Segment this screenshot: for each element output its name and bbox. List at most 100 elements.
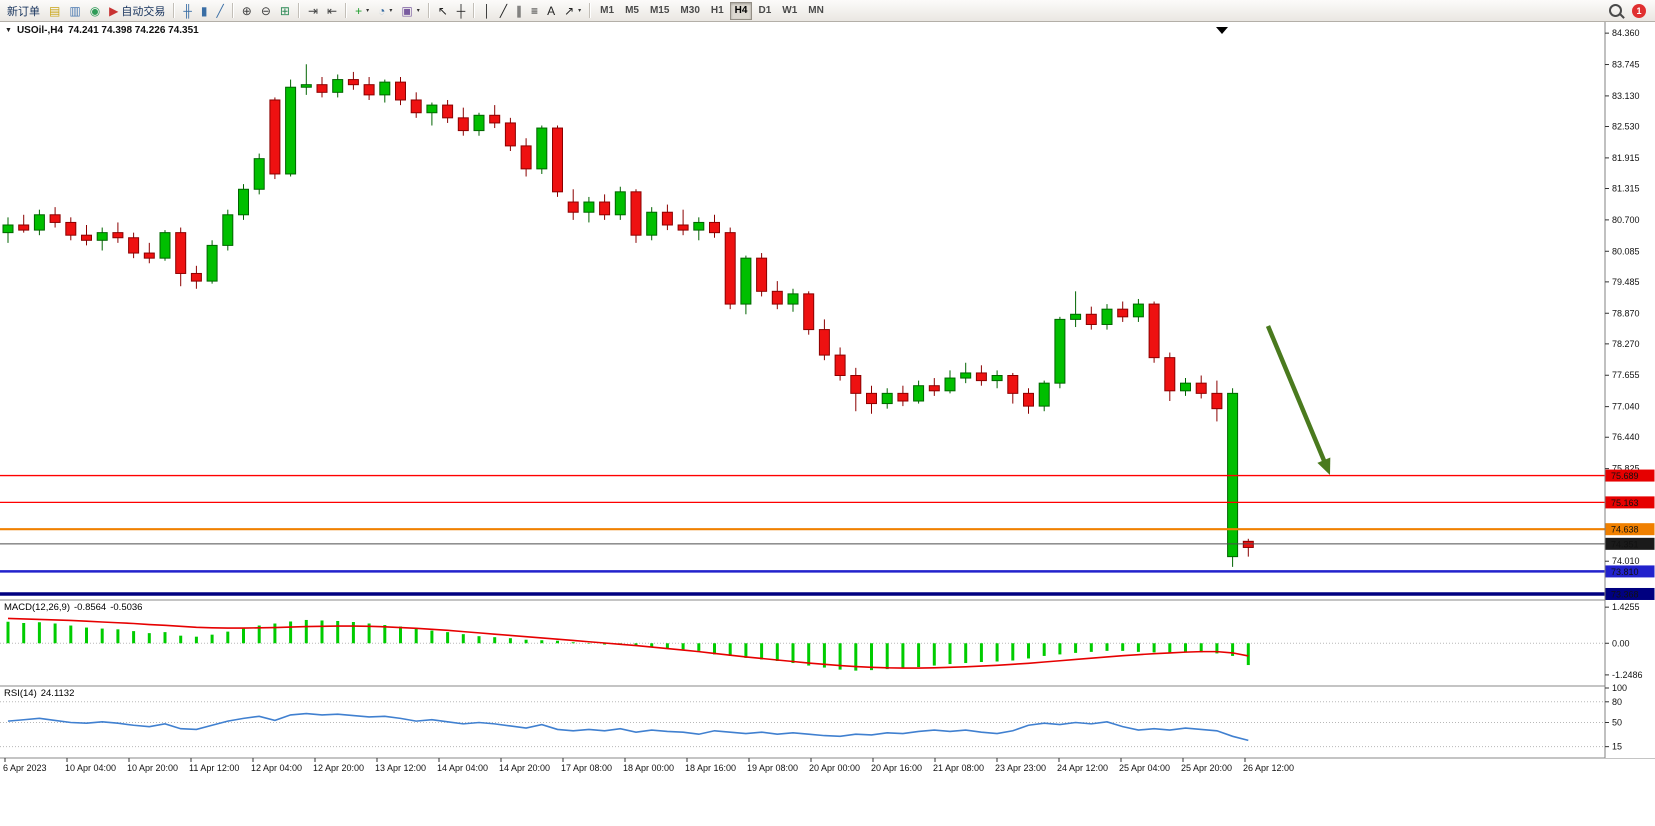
tf-mn-button[interactable]: MN — [803, 2, 829, 20]
bar-chart-icon-glyph: ╫ — [183, 3, 192, 18]
price-axis: 84.360 83.745 83.130 82.530 81.915 81.315 80.7… — [1604, 22, 1655, 758]
autotrading-button[interactable]: ▶ 自动交易 — [105, 2, 169, 20]
dropdown-caret-icon[interactable]: ▾ — [389, 8, 393, 14]
tf-m15-button[interactable]: M15 — [645, 2, 674, 20]
indicators-icon[interactable]: + ▾ — [351, 2, 373, 20]
toolbar: 新订单 ▤ ▥ ◉ ▶ 自动交易 ╫ ▮ ╱ ⊕ ⊖ ⊞ ⇥ ⇤ + ▾ ◔ ▾ ▣ ▾ ↖ ┼ │ ╱ ∥ ≡ A ↗ ▾ M1 M5 M1… — [0, 0, 1655, 22]
profiles-icon[interactable]: ▥ — [65, 2, 84, 20]
rsi-scale-label: 100 — [1612, 683, 1627, 693]
tile-windows-icon[interactable]: ⊞ — [276, 2, 294, 20]
price-tick-label: 78.870 — [1612, 308, 1640, 318]
time-axis-label: 21 Apr 08:00 — [933, 763, 984, 773]
zoom-out-icon-glyph: ⊖ — [260, 3, 271, 18]
tf-w1-button[interactable]: W1 — [777, 2, 802, 20]
cursor-icon[interactable]: ↖ — [434, 2, 452, 20]
symbol-ohlc-label: ▼ USOil-,H4 74.241 74.398 74.226 74.351 — [5, 25, 199, 36]
chart-window-icon[interactable]: ▤ — [45, 2, 64, 20]
tf-m30-button[interactable]: M30 — [675, 2, 704, 20]
arrows-icon-glyph: ↗ — [564, 3, 575, 18]
profiles-icon-glyph: ▥ — [69, 3, 81, 18]
scroll-to-end-marker[interactable] — [1216, 27, 1228, 34]
fibonacci-icon-glyph: ≡ — [531, 3, 539, 18]
tf-h4-button-label: H4 — [734, 5, 748, 16]
time-axis-label: 14 Apr 20:00 — [499, 763, 550, 773]
rsi-line — [7, 712, 1249, 742]
price-badge-label: 74.351 — [1611, 539, 1639, 549]
chart-shift-icon[interactable]: ⇤ — [323, 2, 341, 20]
chart-canvas[interactable]: 84.360 83.745 83.130 82.530 81.915 81.315 80.7… — [0, 22, 1655, 826]
price-badge — [1605, 523, 1655, 536]
price-badge-label: 73.368 — [1611, 589, 1639, 599]
price-tick-label: 84.360 — [1612, 28, 1640, 38]
time-axis-label: 12 Apr 20:00 — [313, 763, 364, 773]
candles-layer — [2, 64, 1254, 567]
crosshair-icon[interactable]: ┼ — [453, 2, 470, 20]
trend-arrow-head — [1317, 457, 1331, 475]
price-badge-label: 75.689 — [1611, 471, 1639, 481]
chart-window: 84.360 83.745 83.130 82.530 81.915 81.315 80.7… — [0, 22, 1655, 826]
time-axis-label: 18 Apr 16:00 — [685, 763, 736, 773]
zoom-out-icon[interactable]: ⊖ — [257, 2, 275, 20]
candlestick-icon[interactable]: ▮ — [197, 2, 212, 20]
fibonacci-icon[interactable]: ≡ — [527, 2, 542, 20]
notification-badge[interactable]: 1 — [1632, 3, 1646, 18]
zoom-in-icon-glyph: ⊕ — [241, 3, 252, 18]
price-badge — [1605, 587, 1655, 600]
trendline-icon[interactable]: ╱ — [496, 2, 511, 20]
price-tick-label: 74.010 — [1612, 556, 1640, 566]
candlestick-icon-glyph: ▮ — [200, 3, 208, 18]
arrows-icon[interactable]: ↗ ▾ — [560, 2, 585, 20]
tf-m5-button[interactable]: M5 — [620, 2, 644, 20]
toolbar-separator — [173, 3, 176, 18]
text-icon-glyph: A — [547, 3, 556, 18]
symbol-expand-icon[interactable]: ▼ — [5, 27, 12, 34]
macd-scale-label: 1.4255 — [1612, 602, 1640, 612]
dropdown-caret-icon[interactable]: ▾ — [578, 8, 582, 14]
trend-arrow-line[interactable] — [1265, 325, 1329, 467]
tf-m1-button[interactable]: M1 — [595, 2, 619, 20]
macd-value-signal: -0.5036 — [110, 602, 143, 613]
tile-windows-icon-glyph: ⊞ — [279, 3, 290, 18]
new-order-button[interactable]: 新订单 — [3, 2, 44, 20]
search-icon[interactable] — [1609, 4, 1622, 17]
toolbar-separator — [589, 3, 592, 18]
price-tick-label: 75.825 — [1612, 464, 1640, 474]
templates-icon-glyph: ▣ — [401, 3, 413, 18]
bar-chart-icon[interactable]: ╫ — [179, 2, 196, 20]
vertical-line-icon[interactable]: │ — [479, 2, 495, 20]
line-chart-icon[interactable]: ╱ — [213, 2, 228, 20]
macd-value-main: -0.8564 — [74, 602, 107, 613]
periods-icon[interactable]: ◔ ▾ — [374, 2, 396, 20]
toolbar-separator — [231, 3, 234, 18]
rsi-scale-label: 15 — [1612, 742, 1622, 752]
auto-scroll-icon[interactable]: ⇥ — [304, 2, 322, 20]
time-axis: 6 Apr 2023 10 Apr 04:00 10 Apr 20:00 11 Apr… — [3, 758, 1294, 773]
dropdown-caret-icon[interactable]: ▾ — [366, 8, 370, 14]
rsi-scale-label: 50 — [1612, 718, 1622, 728]
tf-h1-button[interactable]: H1 — [706, 2, 729, 20]
auto-scroll-icon-glyph: ⇥ — [307, 3, 319, 18]
time-axis-label: 18 Apr 00:00 — [623, 763, 674, 773]
price-tick-label: 80.085 — [1612, 246, 1640, 256]
toolbar-right-group: 1 — [1609, 3, 1652, 18]
time-axis-label: 14 Apr 04:00 — [437, 763, 488, 773]
price-tick-label: 80.700 — [1612, 215, 1640, 225]
tf-d1-button[interactable]: D1 — [753, 2, 776, 20]
zoom-in-icon[interactable]: ⊕ — [238, 2, 256, 20]
templates-icon[interactable]: ▣ ▾ — [397, 2, 423, 20]
time-axis-label: 20 Apr 00:00 — [809, 763, 860, 773]
dropdown-caret-icon[interactable]: ▾ — [416, 8, 420, 14]
ohlc-values: 74.241 74.398 74.226 74.351 — [68, 25, 199, 36]
channel-icon[interactable]: ∥ — [512, 2, 526, 20]
tf-h4-button[interactable]: H4 — [729, 1, 753, 20]
time-axis-label: 17 Apr 08:00 — [561, 763, 612, 773]
tf-m30-button-label: M30 — [680, 5, 700, 16]
refresh-icon[interactable]: ◉ — [86, 2, 104, 20]
price-tick-label: 81.315 — [1612, 184, 1640, 194]
autotrading-glyph: ▶ — [109, 3, 119, 18]
macd-scale-label: 0.00 — [1612, 638, 1630, 648]
time-axis-label: 25 Apr 20:00 — [1181, 763, 1232, 773]
text-icon[interactable]: A — [543, 2, 559, 20]
price-tick-label: 82.530 — [1612, 122, 1640, 132]
